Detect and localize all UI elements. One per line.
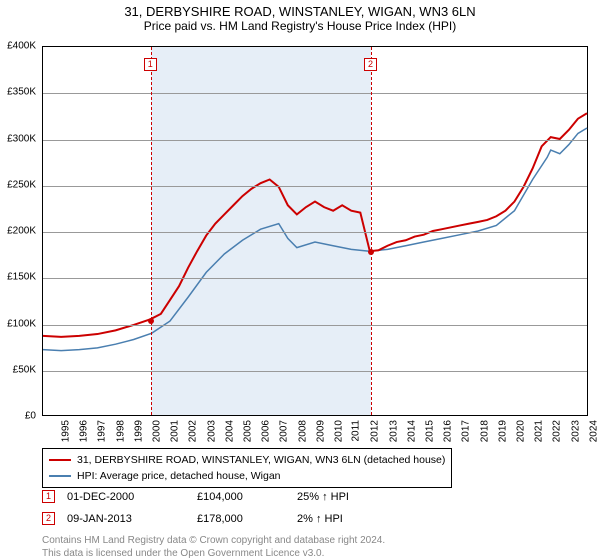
x-axis-label: 2015 (424, 420, 435, 442)
x-axis-label: 1996 (78, 420, 89, 442)
x-axis-label: 2008 (297, 420, 308, 442)
x-axis-label: 1998 (115, 420, 126, 442)
y-axis-label: £150K (0, 272, 36, 283)
x-axis-label: 2007 (279, 420, 290, 442)
page-title: 31, DERBYSHIRE ROAD, WINSTANLEY, WIGAN, … (0, 4, 600, 19)
sale-row: 2 09-JAN-2013£178,0002% ↑ HPI (42, 512, 417, 525)
footer-line-2: This data is licensed under the Open Gov… (42, 547, 385, 560)
x-axis-label: 2004 (224, 420, 235, 442)
chart-lines (43, 47, 587, 415)
chart-legend: 31, DERBYSHIRE ROAD, WINSTANLEY, WIGAN, … (42, 448, 452, 488)
footer-line-1: Contains HM Land Registry data © Crown c… (42, 534, 385, 547)
x-axis-label: 1997 (97, 420, 108, 442)
x-axis-label: 2001 (169, 420, 180, 442)
sale-price: £104,000 (197, 491, 297, 503)
footer-attribution: Contains HM Land Registry data © Crown c… (42, 534, 385, 560)
event-marker-line (371, 47, 372, 415)
legend-label: HPI: Average price, detached house, Wiga… (77, 470, 281, 482)
price-chart (42, 46, 588, 416)
y-axis-label: £400K (0, 41, 36, 52)
sale-delta: 25% ↑ HPI (297, 491, 417, 503)
x-axis-label: 1999 (133, 420, 144, 442)
sale-point-dot (368, 249, 374, 255)
sale-marker: 1 (42, 490, 55, 503)
grid-line (43, 186, 587, 187)
legend-label: 31, DERBYSHIRE ROAD, WINSTANLEY, WIGAN, … (77, 454, 445, 466)
page-subtitle: Price paid vs. HM Land Registry's House … (0, 19, 600, 33)
x-axis-label: 2022 (552, 420, 563, 442)
y-axis-label: £350K (0, 87, 36, 98)
grid-line (43, 232, 587, 233)
x-axis-label: 2019 (497, 420, 508, 442)
grid-line (43, 371, 587, 372)
y-axis-label: £0 (0, 411, 36, 422)
sale-delta: 2% ↑ HPI (297, 513, 417, 525)
grid-line (43, 278, 587, 279)
x-axis-label: 2021 (533, 420, 544, 442)
x-axis-label: 2016 (442, 420, 453, 442)
sale-point-dot (148, 318, 154, 324)
grid-line (43, 93, 587, 94)
grid-line (43, 140, 587, 141)
y-axis-label: £200K (0, 226, 36, 237)
x-axis-label: 2006 (260, 420, 271, 442)
series-line (43, 113, 587, 337)
x-axis-label: 2020 (515, 420, 526, 442)
x-axis-label: 2000 (151, 420, 162, 442)
legend-item: HPI: Average price, detached house, Wiga… (49, 468, 445, 484)
event-marker-line (151, 47, 152, 415)
x-axis-label: 2011 (351, 420, 362, 442)
grid-line (43, 325, 587, 326)
series-line (43, 128, 587, 351)
sale-price: £178,000 (197, 513, 297, 525)
x-axis-label: 2003 (206, 420, 217, 442)
x-axis-label: 2024 (588, 420, 599, 442)
y-axis-label: £100K (0, 318, 36, 329)
x-axis-label: 2002 (188, 420, 199, 442)
x-axis-label: 2018 (479, 420, 490, 442)
event-marker-label: 1 (144, 58, 157, 71)
x-axis-label: 2009 (315, 420, 326, 442)
x-axis-label: 2017 (461, 420, 472, 442)
x-axis-label: 1995 (60, 420, 71, 442)
x-axis-label: 2010 (333, 420, 344, 442)
y-axis-label: £50K (0, 364, 36, 375)
x-axis-label: 2023 (570, 420, 581, 442)
legend-item: 31, DERBYSHIRE ROAD, WINSTANLEY, WIGAN, … (49, 452, 445, 468)
legend-swatch (49, 459, 71, 461)
sale-marker: 2 (42, 512, 55, 525)
sale-row: 1 01-DEC-2000£104,00025% ↑ HPI (42, 490, 417, 503)
legend-swatch (49, 475, 71, 477)
x-axis-label: 2014 (406, 420, 417, 442)
y-axis-label: £250K (0, 179, 36, 190)
sale-date: 01-DEC-2000 (67, 491, 197, 503)
x-axis-label: 2013 (388, 420, 399, 442)
event-marker-label: 2 (364, 58, 377, 71)
x-axis-label: 2005 (242, 420, 253, 442)
sale-date: 09-JAN-2013 (67, 513, 197, 525)
y-axis-label: £300K (0, 133, 36, 144)
x-axis-label: 2012 (370, 420, 381, 442)
